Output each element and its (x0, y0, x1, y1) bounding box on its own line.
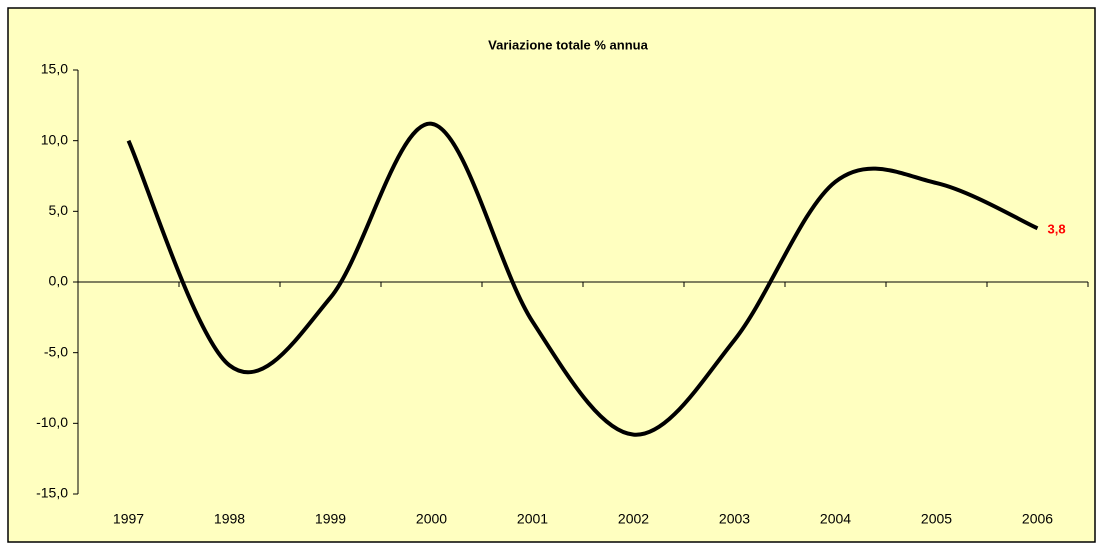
x-tick-label: 2000 (416, 511, 447, 527)
chart-title: Variazione totale % annua (488, 37, 648, 52)
y-tick-label: -5,0 (44, 343, 68, 359)
y-tick-label: 15,0 (41, 61, 68, 77)
x-tick-label: 2002 (618, 511, 649, 527)
y-tick-label: 5,0 (49, 202, 69, 218)
x-tick-label: 2006 (1022, 511, 1053, 527)
y-tick-label: -10,0 (36, 414, 68, 430)
line (126, 121, 1039, 437)
x-tick-label: 1997 (113, 511, 144, 527)
x-tick-label: 2001 (517, 511, 548, 527)
x-tick-label: 1999 (315, 511, 346, 527)
data-label: 3,8 (1048, 222, 1066, 237)
chart-area (7, 7, 1096, 543)
x-tick-label: 1998 (214, 511, 245, 527)
y-tick-label: 0,0 (49, 273, 69, 289)
x-tick-label: 2003 (719, 511, 750, 527)
y-tick-label: -15,0 (36, 485, 68, 501)
x-tick-label: 2004 (820, 511, 851, 527)
y-tick-label: 10,0 (41, 131, 68, 147)
x-tick-label: 2005 (921, 511, 952, 527)
